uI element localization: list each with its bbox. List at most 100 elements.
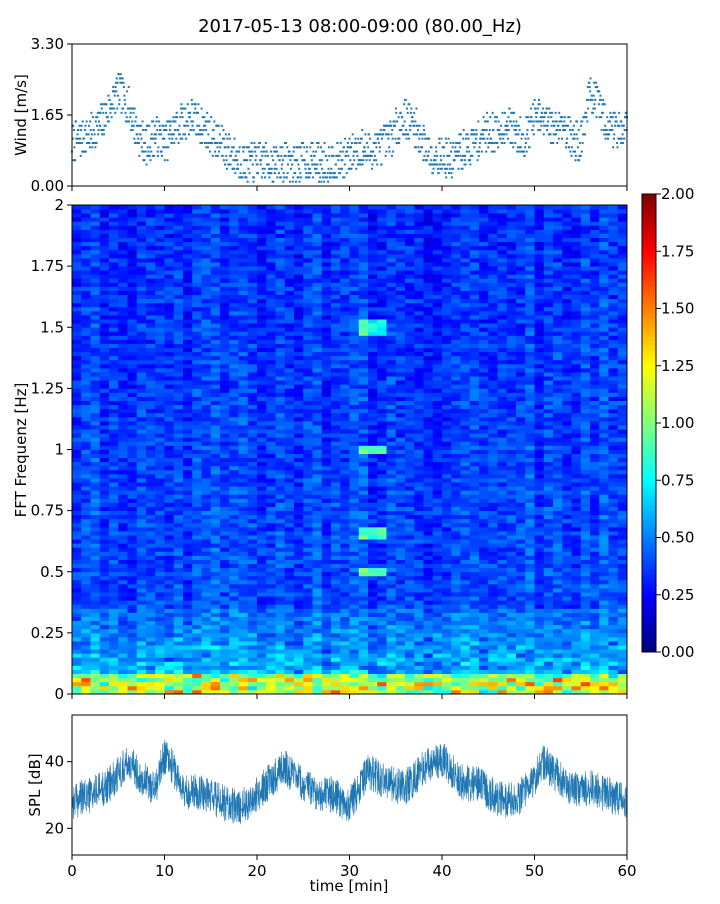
spectrogram-cell (303, 661, 313, 665)
wind-point (303, 146, 305, 148)
spectrogram-cell (331, 282, 341, 286)
spectrogram-cell (248, 441, 258, 445)
spectrogram-cell (118, 560, 128, 564)
wind-point (563, 120, 565, 122)
spectrogram-cell (146, 352, 156, 356)
spectrogram-cell (239, 462, 249, 466)
spectrogram-cell (211, 657, 221, 661)
spectrogram-cell (266, 270, 276, 274)
spectrogram-cell (220, 462, 230, 466)
spectrogram-cell (192, 421, 202, 425)
wind-point (255, 155, 257, 157)
spectrogram-cell (128, 258, 138, 262)
spectrogram-cell (331, 531, 341, 535)
spectrogram-cell (257, 376, 267, 380)
spectrogram-cell (109, 360, 119, 364)
spectrogram-cell (192, 225, 202, 229)
spectrogram-cell (165, 539, 175, 543)
spectrogram-cell (137, 604, 147, 608)
wind-point (352, 163, 354, 165)
spectrogram-cell (331, 205, 341, 209)
spectrogram-cell (220, 678, 230, 682)
spectrogram-cell (72, 527, 82, 531)
spectrogram-cell (257, 352, 267, 356)
wind-point (118, 103, 120, 105)
spectrogram-cell (322, 527, 332, 531)
spectrogram-cell (174, 478, 184, 482)
spectrogram-cell (257, 604, 267, 608)
spectrogram-cell (192, 613, 202, 617)
spectrogram-cell (313, 629, 323, 633)
spectrogram-cell (192, 547, 202, 551)
spectrogram-cell (248, 564, 258, 568)
spectrogram-cell (248, 547, 258, 551)
spectrogram-cell (276, 645, 286, 649)
spectrogram-cell (331, 547, 341, 551)
spectrogram-cell (248, 621, 258, 625)
spectrogram-cell (229, 462, 239, 466)
spectrogram-cell (155, 494, 165, 498)
spectrogram-cell (118, 266, 128, 270)
spectrogram-cell (340, 511, 350, 515)
wind-point (352, 155, 354, 157)
spectrogram-cell (257, 392, 267, 396)
spectrogram-cell (276, 311, 286, 315)
spectrogram-cell (100, 576, 110, 580)
spectrogram-cell (202, 600, 212, 604)
spectrogram-cell (322, 539, 332, 543)
spectrogram-cell (266, 409, 276, 413)
spectrogram-cell (137, 535, 147, 539)
spectrogram-cell (72, 384, 82, 388)
spectrogram-cell (146, 547, 156, 551)
wind-point (388, 146, 390, 148)
wind-point (193, 129, 195, 131)
spectrogram-cell (220, 209, 230, 213)
spectrogram-cell (155, 515, 165, 519)
spectrogram-cell (340, 670, 350, 674)
spectrogram-cell (276, 368, 286, 372)
spectrogram-cell (239, 637, 249, 641)
wind-point (298, 176, 300, 178)
spectrogram-cell (91, 417, 101, 421)
wind-point (364, 146, 366, 148)
spectrogram-cell (91, 511, 101, 515)
spectrogram-cell (294, 502, 304, 506)
spectrogram-cell (155, 388, 165, 392)
spectrogram-cell (165, 629, 175, 633)
wind-point (487, 146, 489, 148)
wind-point (322, 176, 324, 178)
spectrogram-cell (211, 246, 221, 250)
wind-point (276, 151, 278, 153)
spectrogram-cell (229, 633, 239, 637)
spectrogram-cell (146, 661, 156, 665)
spectrogram-cell (81, 421, 91, 425)
spectrogram-cell (229, 217, 239, 221)
spectrogram-cell (331, 299, 341, 303)
spectrogram-cell (174, 433, 184, 437)
spectrogram-cell (285, 555, 295, 559)
wind-point (484, 129, 486, 131)
spectrogram-cell (91, 576, 101, 580)
wind-point (219, 133, 221, 135)
wind-point (477, 159, 479, 161)
spectrogram-cell (165, 234, 175, 238)
spectrogram-cell (155, 592, 165, 596)
spectrogram-cell (331, 580, 341, 584)
spectrogram-cell (294, 584, 304, 588)
spectrogram-cell (128, 490, 138, 494)
spectrogram-cell (266, 486, 276, 490)
spectrogram-cell (313, 527, 323, 531)
spectrogram-cell (192, 397, 202, 401)
wind-point (214, 151, 216, 153)
spectrogram-cell (72, 270, 82, 274)
spectrogram-cell (202, 588, 212, 592)
spectrogram-cell (146, 637, 156, 641)
spectrogram-cell (137, 670, 147, 674)
spectrogram-cell (313, 433, 323, 437)
spectrogram-cell (239, 234, 249, 238)
wind-point (159, 129, 161, 131)
spectrogram-cell (91, 441, 101, 445)
spectrogram-cell (183, 588, 193, 592)
spectrogram-cell (155, 682, 165, 686)
spectrogram-cell (294, 600, 304, 604)
